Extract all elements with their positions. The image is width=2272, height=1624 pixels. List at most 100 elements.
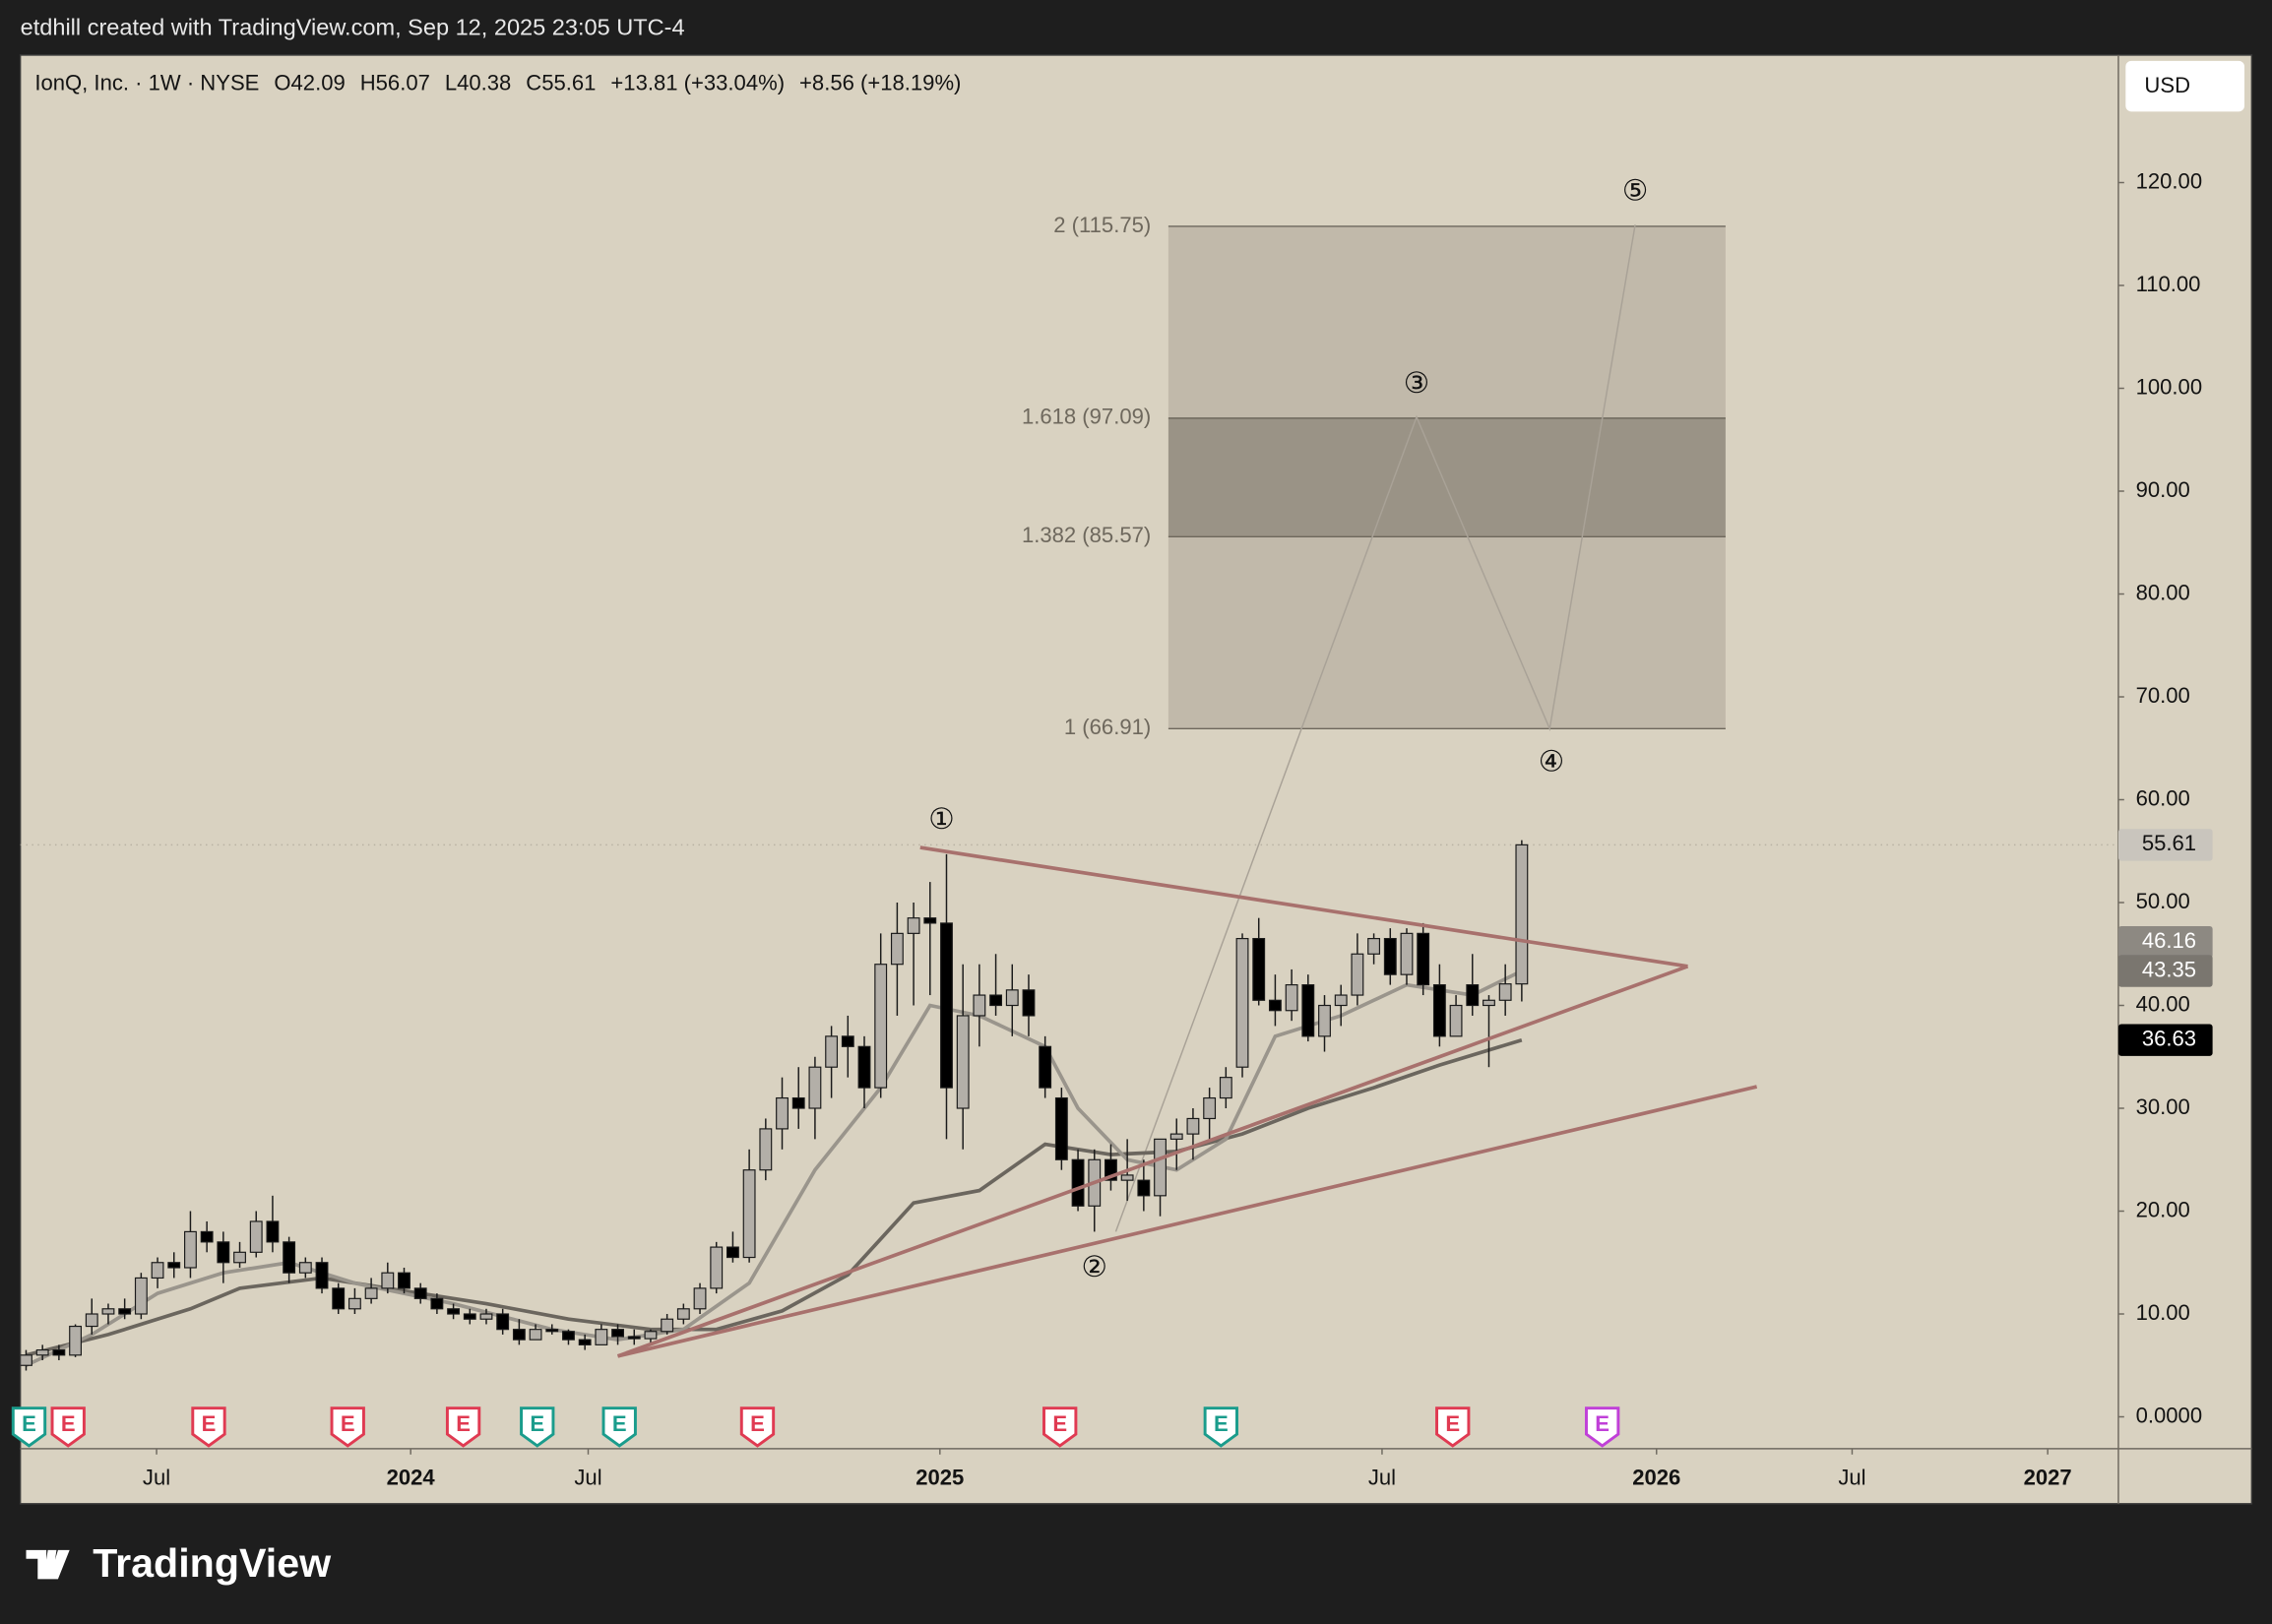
candle-body xyxy=(430,1297,444,1310)
moving-average xyxy=(26,1037,1523,1357)
fib-label: 1 (66.91) xyxy=(1064,715,1151,739)
candle-body xyxy=(1219,1077,1232,1099)
candle-body xyxy=(1432,984,1446,1037)
y-tick-label: 30.00 xyxy=(2136,1094,2190,1119)
candle-body xyxy=(1417,932,1430,986)
y-tick-label: 40.00 xyxy=(2136,991,2190,1016)
event-marker xyxy=(50,1406,86,1448)
wave-path xyxy=(1114,224,1636,1232)
event-marker xyxy=(739,1406,776,1448)
candle-body xyxy=(20,1354,32,1366)
candle-body xyxy=(726,1246,739,1259)
x-tick-label: Jul xyxy=(574,1466,601,1490)
legend-symbol: IonQ, Inc. · 1W · NYSE xyxy=(34,70,259,94)
chart-panel xyxy=(19,54,2253,1505)
candle-body xyxy=(1449,1004,1463,1037)
event-marker xyxy=(330,1406,365,1448)
candle-body xyxy=(857,1045,871,1089)
legend: IonQ, Inc. · 1W · NYSE O42.09 H56.07 L40… xyxy=(34,70,961,94)
candle-body xyxy=(463,1313,476,1320)
candle-body xyxy=(1137,1179,1151,1197)
header: etdhill created with TradingView.com, Se… xyxy=(21,15,685,40)
candle-body xyxy=(200,1230,214,1243)
event-marker xyxy=(11,1406,47,1448)
legend-change: +13.81 (+33.04%) xyxy=(610,70,785,94)
candle-body xyxy=(118,1308,132,1315)
price-label-box xyxy=(2117,1024,2213,1056)
candle-body xyxy=(1252,937,1266,1001)
candle-body xyxy=(266,1220,280,1243)
price-label-box xyxy=(2117,829,2213,861)
y-tick-label: 100.00 xyxy=(2136,374,2202,399)
candle-body xyxy=(364,1287,378,1299)
candle-body xyxy=(1400,932,1414,975)
event-label: E xyxy=(341,1411,355,1436)
candle-body xyxy=(923,917,937,924)
candle-body xyxy=(315,1262,329,1289)
candle-body xyxy=(167,1262,181,1269)
event-marker xyxy=(1435,1406,1471,1448)
fib-label: 2 (115.75) xyxy=(1053,213,1151,237)
fib-label: 1.618 (97.09) xyxy=(1022,405,1151,429)
candle-body xyxy=(1466,984,1480,1007)
candle-body xyxy=(496,1313,510,1331)
legend-open: O42.09 xyxy=(274,70,345,94)
candle-body xyxy=(249,1220,263,1253)
event-label: E xyxy=(612,1411,627,1436)
candle-body xyxy=(1268,999,1282,1012)
price-label-box xyxy=(2117,925,2213,959)
logo-mark xyxy=(26,1549,70,1580)
candle-body xyxy=(791,1096,805,1109)
candle-body xyxy=(759,1128,773,1171)
candle-body xyxy=(742,1169,756,1259)
candle-body xyxy=(1005,989,1019,1007)
event-label: E xyxy=(1595,1411,1609,1436)
x-tick-label: 2024 xyxy=(387,1466,436,1490)
y-tick-label: 70.00 xyxy=(2136,683,2190,708)
candle-body xyxy=(101,1308,115,1315)
candle-body xyxy=(398,1272,410,1289)
candle-body xyxy=(825,1035,839,1068)
plot-area: 2 (115.75) 1.618 (97.09) 1.382 (85.57) 1 (6… xyxy=(20,175,2118,1371)
price-label: 43.35 xyxy=(2142,957,2196,981)
candle-body xyxy=(940,922,953,1089)
candle-body xyxy=(52,1348,66,1356)
candle-body xyxy=(644,1331,658,1340)
candle-body xyxy=(890,932,904,966)
y-tick-label: 10.00 xyxy=(2136,1300,2190,1325)
candle-body xyxy=(1071,1158,1085,1207)
footer: TradingView xyxy=(93,1540,332,1586)
currency-box[interactable] xyxy=(2125,60,2245,112)
candle-body xyxy=(874,964,888,1089)
candle-body xyxy=(710,1246,724,1289)
candle-body xyxy=(627,1336,641,1340)
legend-high: H56.07 xyxy=(360,70,430,94)
candle-body xyxy=(1203,1096,1217,1120)
legend-low: L40.38 xyxy=(445,70,511,94)
candle-body xyxy=(298,1262,312,1274)
currency[interactable]: USD xyxy=(2144,73,2190,97)
price-label: 36.63 xyxy=(2142,1027,2196,1051)
candle-body xyxy=(1515,843,1529,985)
candle-body xyxy=(1318,1004,1331,1037)
candle-body xyxy=(332,1287,346,1310)
overlay: 0.0000 10.00 20.00 30.00 40.00 50.00 60.00 70.0… xyxy=(11,168,2213,1490)
event-label: E xyxy=(456,1411,471,1436)
trendline xyxy=(617,1085,1758,1358)
event-label: E xyxy=(1445,1411,1460,1436)
event-label: E xyxy=(750,1411,765,1436)
y-tick-label: 90.00 xyxy=(2136,477,2190,502)
candle-body xyxy=(956,1015,970,1109)
candle-body xyxy=(1104,1158,1117,1181)
trendline xyxy=(919,845,1688,968)
y-tick-label: 60.00 xyxy=(2136,785,2190,810)
event-marker xyxy=(1203,1406,1238,1448)
x-tick-label: Jul xyxy=(143,1466,170,1490)
candle-body xyxy=(1383,937,1397,975)
fib-band xyxy=(1168,536,1726,729)
event-marker xyxy=(1042,1406,1078,1448)
candle-body xyxy=(512,1329,526,1341)
candle-body xyxy=(35,1348,49,1356)
candle-body xyxy=(217,1241,230,1264)
